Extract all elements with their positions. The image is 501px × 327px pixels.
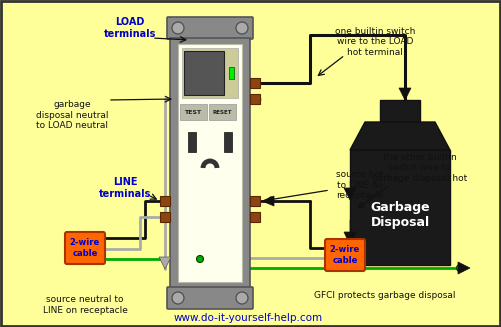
Bar bbox=[160, 196, 170, 206]
Polygon shape bbox=[399, 88, 411, 100]
Bar bbox=[224, 132, 232, 152]
Polygon shape bbox=[65, 233, 77, 243]
Text: the other builtin
switch wire to
garbage disposal hot: the other builtin switch wire to garbage… bbox=[372, 153, 467, 183]
Text: LOAD
terminals: LOAD terminals bbox=[104, 17, 156, 39]
Text: 2-wire
cable: 2-wire cable bbox=[330, 245, 360, 265]
Text: source neutral to
LINE on receptacle: source neutral to LINE on receptacle bbox=[43, 295, 127, 315]
Text: LINE
terminals: LINE terminals bbox=[99, 177, 151, 199]
Text: Garbage
Disposal: Garbage Disposal bbox=[370, 201, 430, 229]
Bar bbox=[250, 212, 260, 222]
Bar bbox=[170, 38, 250, 288]
Bar bbox=[350, 150, 450, 265]
Bar bbox=[380, 100, 420, 122]
Bar bbox=[229, 67, 234, 79]
FancyBboxPatch shape bbox=[167, 287, 253, 309]
Bar bbox=[182, 48, 238, 98]
Bar bbox=[180, 104, 207, 120]
Polygon shape bbox=[262, 196, 274, 206]
Bar bbox=[178, 44, 242, 282]
FancyBboxPatch shape bbox=[325, 239, 365, 271]
Text: 2-wire
cable: 2-wire cable bbox=[70, 238, 100, 258]
Polygon shape bbox=[350, 122, 450, 150]
Text: source hot
to LINE on
receptacle: source hot to LINE on receptacle bbox=[336, 170, 384, 200]
FancyBboxPatch shape bbox=[65, 232, 105, 264]
Circle shape bbox=[236, 292, 248, 304]
Bar bbox=[188, 132, 196, 152]
FancyBboxPatch shape bbox=[167, 17, 253, 39]
Text: GFCI protects garbage disposal: GFCI protects garbage disposal bbox=[314, 290, 456, 300]
Text: one builtin switch
wire to the LOAD
hot terminal: one builtin switch wire to the LOAD hot … bbox=[335, 27, 415, 57]
Circle shape bbox=[172, 292, 184, 304]
Circle shape bbox=[172, 22, 184, 34]
Polygon shape bbox=[65, 254, 77, 264]
Text: RESET: RESET bbox=[212, 110, 232, 114]
Bar bbox=[250, 78, 260, 88]
Polygon shape bbox=[65, 244, 77, 254]
Bar bbox=[209, 104, 236, 120]
Bar bbox=[160, 212, 170, 222]
Polygon shape bbox=[159, 257, 171, 269]
Circle shape bbox=[456, 265, 463, 271]
Text: www.do-it-yourself-help.com: www.do-it-yourself-help.com bbox=[173, 313, 323, 323]
Polygon shape bbox=[344, 232, 356, 245]
Bar bbox=[250, 94, 260, 104]
Polygon shape bbox=[344, 188, 356, 200]
Polygon shape bbox=[458, 262, 470, 274]
Circle shape bbox=[236, 22, 248, 34]
Circle shape bbox=[196, 255, 203, 263]
Text: TEST: TEST bbox=[184, 110, 201, 114]
Bar bbox=[250, 196, 260, 206]
Text: garbage
disposal neutral
to LOAD neutral: garbage disposal neutral to LOAD neutral bbox=[36, 100, 108, 130]
Bar bbox=[184, 51, 224, 95]
